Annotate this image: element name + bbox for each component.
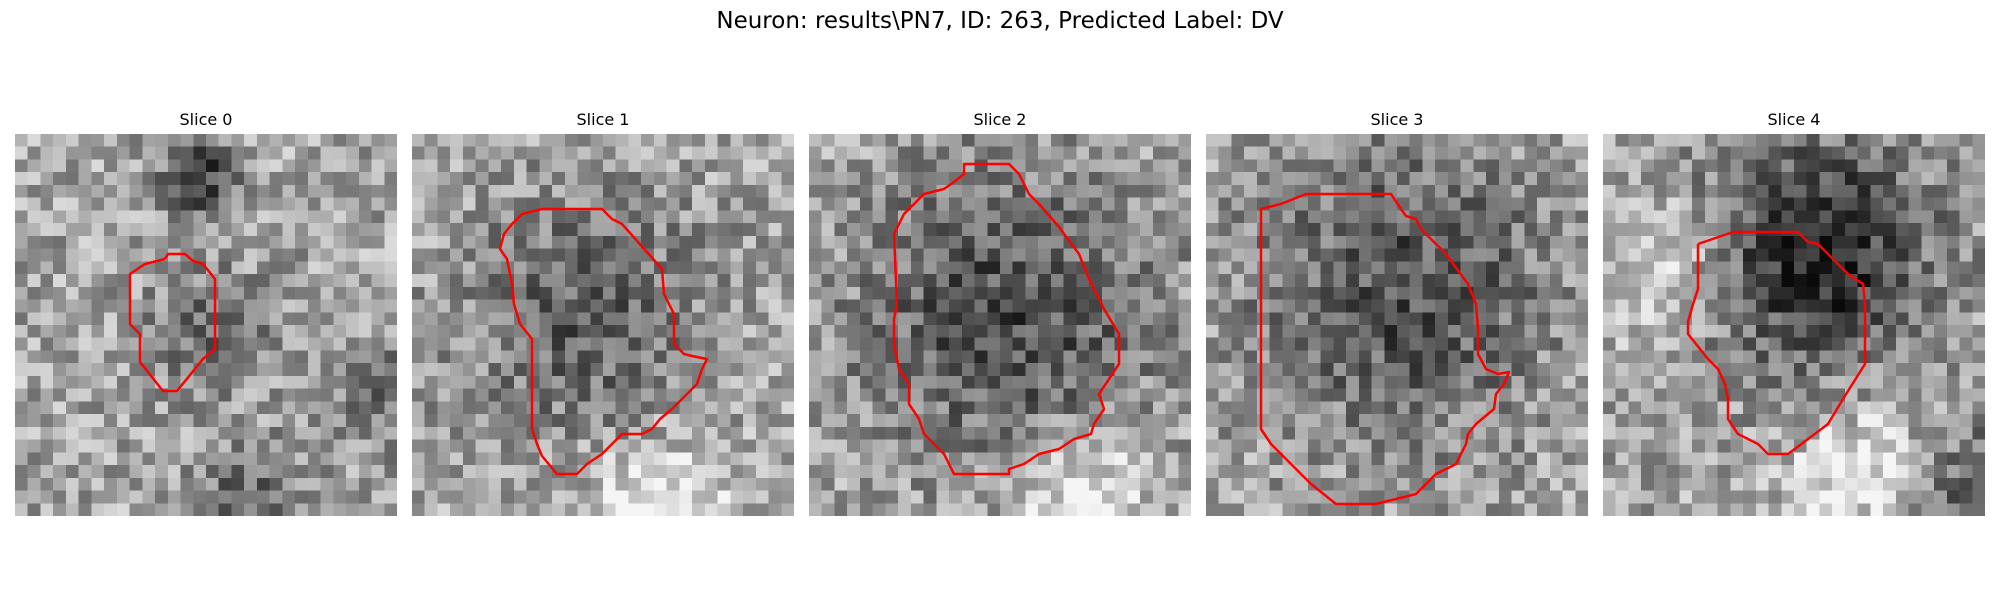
slice-title: Slice 4 xyxy=(1767,110,1821,129)
slice-image xyxy=(1603,134,1985,516)
slice-image xyxy=(15,134,397,516)
slice-title: Slice 3 xyxy=(1370,110,1424,129)
slice-panel-3: Slice 3 xyxy=(1206,110,1588,516)
slice-panel-4: Slice 4 xyxy=(1603,110,1985,516)
slice-image xyxy=(412,134,794,516)
slice-image xyxy=(1206,134,1588,516)
slice-title: Slice 0 xyxy=(179,110,233,129)
slice-title: Slice 2 xyxy=(973,110,1027,129)
slice-panel-2: Slice 2 xyxy=(809,110,1191,516)
slice-image xyxy=(809,134,1191,516)
slice-panel-0: Slice 0 xyxy=(15,110,397,516)
slice-title: Slice 1 xyxy=(576,110,630,129)
figure-title: Neuron: results\PN7, ID: 263, Predicted … xyxy=(716,8,1284,34)
slice-panel-1: Slice 1 xyxy=(412,110,794,516)
